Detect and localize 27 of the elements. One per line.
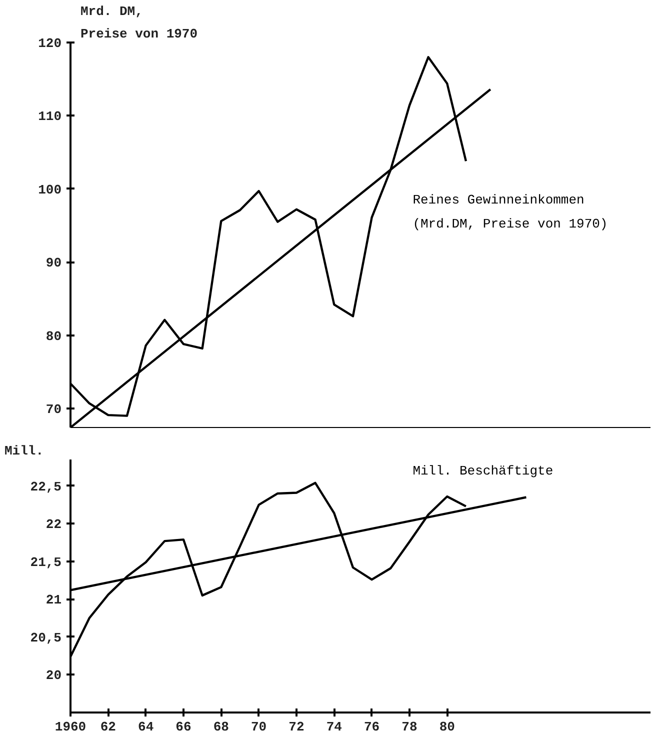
x-tick-label: 76: [364, 720, 380, 734]
y-tick-label: 21: [46, 592, 62, 608]
x-tick-label: 1960: [54, 720, 86, 734]
y-tick-label: 110: [38, 109, 62, 124]
text: Reines Gewinneinkommen (Mrd.DM, Preise von 1970): [412, 192, 608, 232]
y-tick-label: 90: [46, 256, 62, 271]
x-tick-label: 80: [439, 720, 456, 734]
y-tick-label: 80: [46, 328, 62, 344]
y-tick-label: 22: [46, 517, 62, 532]
y-tick-label: 20,5: [30, 630, 62, 646]
y-tick-label: 20: [46, 668, 62, 684]
x-tick-label: 78: [402, 720, 418, 734]
x-tick-label: 62: [100, 720, 116, 734]
x-tick-label: 74: [326, 720, 342, 734]
y-axis-title: Mill.: [4, 444, 44, 458]
y-tick-label: 100: [38, 182, 62, 198]
y-tick-label: 120: [38, 36, 62, 51]
x-tick-label: 66: [176, 720, 192, 734]
x-tick-label: 68: [213, 720, 230, 734]
x-tick-label: 70: [251, 720, 267, 734]
text: Mill. Beschäftigte: [412, 463, 554, 478]
y-tick-label: 22,5: [30, 479, 62, 494]
y-tick-label: 70: [46, 402, 62, 417]
y-axis-title: Mrd. DM, Preise von 1970: [80, 4, 198, 42]
x-tick-label: 64: [138, 720, 154, 734]
x-tick-label: 72: [288, 720, 304, 734]
y-tick-label: 21,5: [30, 554, 62, 570]
